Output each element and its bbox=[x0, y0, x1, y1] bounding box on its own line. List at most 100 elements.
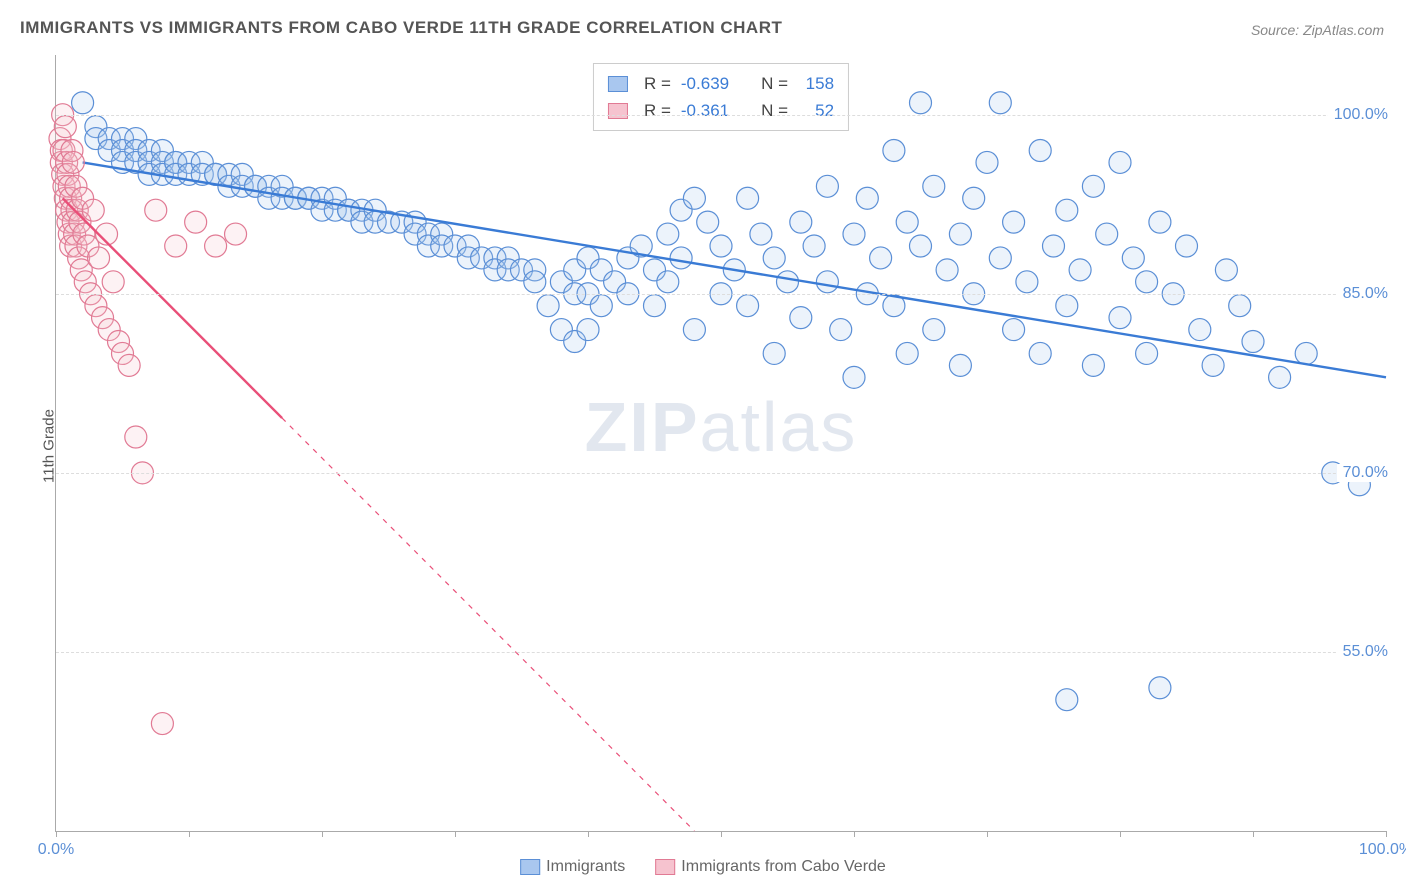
chart-svg bbox=[56, 55, 1386, 831]
data-point bbox=[118, 354, 140, 376]
data-point bbox=[1149, 211, 1171, 233]
gridline bbox=[56, 473, 1386, 474]
data-point bbox=[843, 223, 865, 245]
chart-container: IMMIGRANTS VS IMMIGRANTS FROM CABO VERDE… bbox=[0, 0, 1406, 892]
data-point bbox=[989, 247, 1011, 269]
x-tick-label: 0.0% bbox=[38, 841, 74, 859]
data-point bbox=[856, 187, 878, 209]
data-point bbox=[830, 319, 852, 341]
data-point bbox=[1215, 259, 1237, 281]
data-point bbox=[185, 211, 207, 233]
data-point bbox=[816, 271, 838, 293]
x-tick bbox=[588, 831, 589, 837]
data-point bbox=[72, 92, 94, 114]
data-point bbox=[1189, 319, 1211, 341]
trend-line-dashed bbox=[282, 418, 694, 831]
data-point bbox=[1109, 307, 1131, 329]
data-point bbox=[790, 307, 812, 329]
x-tick-label: 100.0% bbox=[1359, 841, 1406, 859]
data-point bbox=[790, 211, 812, 233]
data-point bbox=[125, 426, 147, 448]
legend-swatch bbox=[608, 76, 628, 92]
y-tick-label: 70.0% bbox=[1337, 464, 1388, 482]
data-point bbox=[1082, 354, 1104, 376]
data-point bbox=[1202, 354, 1224, 376]
trend-line bbox=[83, 162, 1386, 377]
data-point bbox=[963, 187, 985, 209]
gridline bbox=[56, 294, 1386, 295]
data-point bbox=[750, 223, 772, 245]
data-point bbox=[763, 247, 785, 269]
data-point bbox=[1043, 235, 1065, 257]
data-point bbox=[949, 354, 971, 376]
data-point bbox=[737, 295, 759, 317]
data-point bbox=[1136, 342, 1158, 364]
gridline bbox=[56, 115, 1386, 116]
x-tick bbox=[455, 831, 456, 837]
data-point bbox=[657, 223, 679, 245]
data-point bbox=[1029, 342, 1051, 364]
r-value: -0.639 bbox=[681, 70, 729, 97]
n-value: 158 bbox=[798, 70, 834, 97]
data-point bbox=[1056, 295, 1078, 317]
data-point bbox=[843, 366, 865, 388]
data-point bbox=[670, 247, 692, 269]
data-point bbox=[54, 116, 76, 138]
data-point bbox=[710, 235, 732, 257]
data-point bbox=[1109, 151, 1131, 173]
data-point bbox=[777, 271, 799, 293]
n-value: 52 bbox=[798, 97, 834, 124]
x-tick bbox=[721, 831, 722, 837]
data-point bbox=[1122, 247, 1144, 269]
legend-item: Immigrants from Cabo Verde bbox=[655, 858, 886, 876]
data-point bbox=[989, 92, 1011, 114]
data-point bbox=[910, 92, 932, 114]
data-point bbox=[763, 342, 785, 364]
data-point bbox=[870, 247, 892, 269]
legend-label: Immigrants bbox=[546, 858, 625, 875]
data-point bbox=[923, 175, 945, 197]
y-tick-label: 85.0% bbox=[1337, 285, 1388, 303]
data-point bbox=[976, 151, 998, 173]
data-point bbox=[1096, 223, 1118, 245]
data-point bbox=[1056, 199, 1078, 221]
data-point bbox=[803, 235, 825, 257]
data-point bbox=[537, 295, 559, 317]
r-label: R = bbox=[644, 97, 671, 124]
data-point bbox=[644, 295, 666, 317]
data-point bbox=[949, 223, 971, 245]
data-point bbox=[1149, 677, 1171, 699]
series-legend: Immigrants Immigrants from Cabo Verde bbox=[520, 858, 886, 876]
correlation-legend: R = -0.639 N = 158 R = -0.361 N = 52 bbox=[593, 63, 849, 131]
data-point bbox=[1082, 175, 1104, 197]
gridline bbox=[56, 652, 1386, 653]
legend-row: R = -0.361 N = 52 bbox=[608, 97, 834, 124]
data-point bbox=[936, 259, 958, 281]
data-point bbox=[816, 175, 838, 197]
legend-swatch bbox=[655, 859, 675, 875]
x-tick bbox=[189, 831, 190, 837]
data-point bbox=[923, 319, 945, 341]
x-tick bbox=[322, 831, 323, 837]
data-point bbox=[1003, 319, 1025, 341]
data-point bbox=[883, 140, 905, 162]
x-tick bbox=[1120, 831, 1121, 837]
x-tick bbox=[1253, 831, 1254, 837]
data-point bbox=[151, 713, 173, 735]
data-point bbox=[1016, 271, 1038, 293]
data-point bbox=[1295, 342, 1317, 364]
x-tick bbox=[854, 831, 855, 837]
data-point bbox=[62, 151, 84, 173]
y-tick-label: 55.0% bbox=[1337, 643, 1388, 661]
legend-row: R = -0.639 N = 158 bbox=[608, 70, 834, 97]
data-point bbox=[205, 235, 227, 257]
data-point bbox=[683, 319, 705, 341]
data-point bbox=[1003, 211, 1025, 233]
data-point bbox=[102, 271, 124, 293]
chart-title: IMMIGRANTS VS IMMIGRANTS FROM CABO VERDE… bbox=[20, 18, 782, 38]
data-point bbox=[1242, 331, 1264, 353]
data-point bbox=[910, 235, 932, 257]
data-point bbox=[225, 223, 247, 245]
data-point bbox=[1069, 259, 1091, 281]
n-label: N = bbox=[761, 97, 788, 124]
